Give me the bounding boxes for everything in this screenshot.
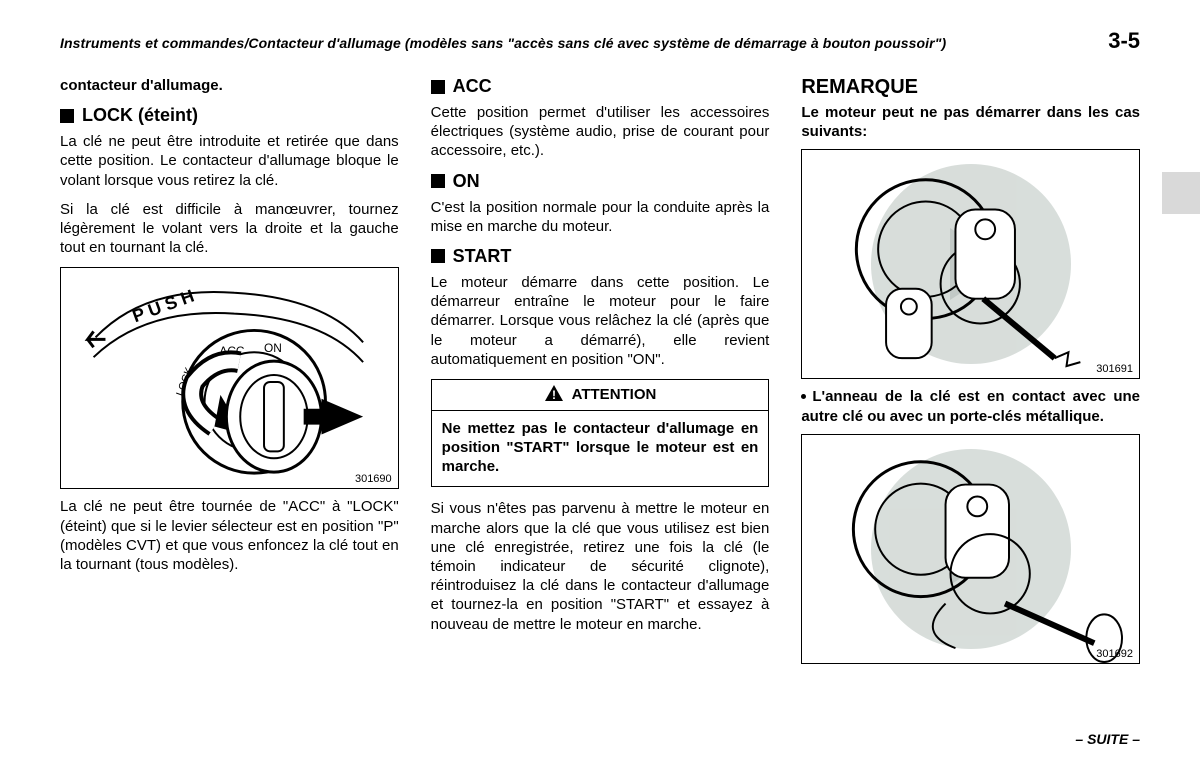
column-1: contacteur d'allumage. LOCK (éteint) La … [60, 76, 399, 672]
ignition-switch-illustration: P U S H ACC ON LOCK [61, 268, 398, 488]
page-number: 3-5 [1108, 28, 1140, 54]
remark-bullet-1-text: L'anneau de la clé est en contact avec u… [801, 388, 1140, 424]
page-header: Instruments et commandes/Contacteur d'al… [60, 28, 1140, 54]
start-paragraph: Le moteur démarre dans cette position. L… [431, 273, 770, 369]
svg-text:!: ! [552, 388, 556, 402]
lock-paragraph-1: La clé ne peut être introduite et retiré… [60, 132, 399, 190]
svg-text:ON: ON [264, 342, 282, 356]
warning-triangle-icon: ! [544, 384, 564, 406]
remark-lead: Le moteur peut ne pas démarrer dans les … [801, 103, 1140, 141]
page-footer-continue: – SUITE – [1075, 731, 1140, 747]
lock-paragraph-2: Si la clé est difficile à manœuvrer, tou… [60, 200, 399, 258]
svg-text:P U S H: P U S H [130, 286, 197, 327]
lead-fragment: contacteur d'allumage. [60, 76, 399, 95]
heading-acc-label: ACC [453, 76, 492, 97]
attention-box: ! ATTENTION Ne mettez pas le contacteur … [431, 379, 770, 488]
heading-remark: REMARQUE [801, 76, 1140, 99]
key-illustration-1 [802, 150, 1139, 378]
key-illustration-2 [802, 435, 1139, 663]
bullet-dot-icon [801, 394, 806, 399]
thumb-tab [1162, 172, 1200, 214]
figure-id-3: 301692 [1096, 648, 1133, 660]
heading-lock-label: LOCK (éteint) [82, 105, 198, 126]
figure-id-2: 301691 [1096, 363, 1133, 375]
start-followup-paragraph: Si vous n'êtes pas parvenu à mettre le m… [431, 499, 770, 633]
figure-ignition-switch: P U S H ACC ON LOCK [60, 267, 399, 489]
lock-paragraph-3: La clé ne peut être tournée de "ACC" à "… [60, 497, 399, 574]
column-3: REMARQUE Le moteur peut ne pas démarrer … [801, 76, 1140, 672]
remark-bullet-1: L'anneau de la clé est en contact avec u… [801, 387, 1140, 425]
heading-acc: ACC [431, 76, 770, 97]
attention-label: ATTENTION [572, 386, 657, 403]
breadcrumb: Instruments et commandes/Contacteur d'al… [60, 35, 946, 51]
figure-key-contact-2: 301692 [801, 434, 1140, 664]
heading-lock: LOCK (éteint) [60, 105, 399, 126]
figure-key-contact-1: 301691 [801, 149, 1140, 379]
figure-id-1: 301690 [355, 473, 392, 485]
heading-on-label: ON [453, 171, 480, 192]
column-2: ACC Cette position permet d'utiliser les… [431, 76, 770, 672]
heading-on: ON [431, 171, 770, 192]
acc-paragraph: Cette position permet d'utiliser les acc… [431, 103, 770, 161]
heading-start: START [431, 246, 770, 267]
attention-body: Ne mettez pas le contacteur d'allumage e… [432, 411, 769, 487]
heading-start-label: START [453, 246, 512, 267]
attention-title-row: ! ATTENTION [432, 380, 769, 411]
on-paragraph: C'est la position normale pour la condui… [431, 198, 770, 236]
